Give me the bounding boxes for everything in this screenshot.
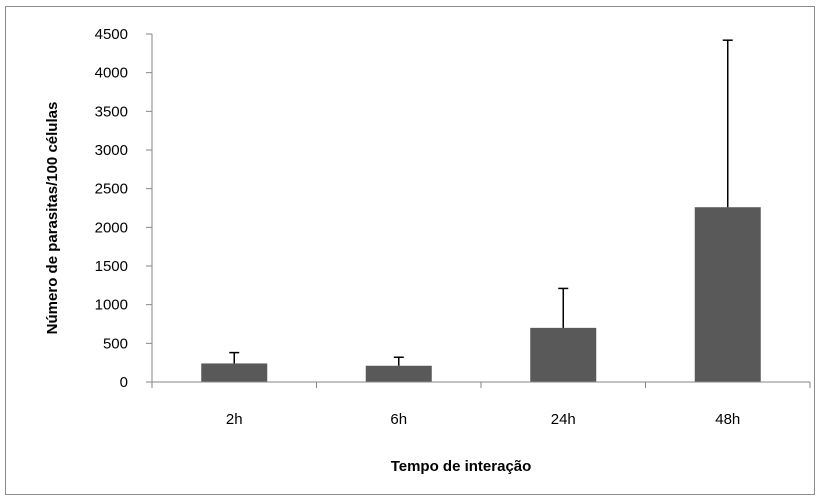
- bar-2h: [201, 363, 268, 382]
- bar-48h: [694, 207, 761, 382]
- x-tick-label: 6h: [390, 411, 407, 428]
- y-tick-label: 1500: [95, 258, 128, 275]
- chart-frame: [5, 6, 815, 495]
- y-tick-label: 2000: [95, 219, 128, 236]
- y-tick-label: 2500: [95, 181, 128, 198]
- y-tick-label: 500: [103, 335, 128, 352]
- y-tick-label: 4500: [95, 26, 128, 43]
- x-axis-title: Tempo de interação: [391, 458, 532, 475]
- error-bars: [229, 39, 733, 366]
- x-tick-label: 2h: [226, 411, 243, 428]
- x-tick-label: 48h: [715, 411, 740, 428]
- y-tick-label: 3000: [95, 142, 128, 159]
- y-tick-label: 1000: [95, 297, 128, 314]
- y-axis-title: Número de parasitas/100 células: [44, 102, 61, 335]
- bar-24h: [530, 327, 597, 382]
- bar-6h: [365, 365, 432, 382]
- y-tick-label: 4000: [95, 65, 128, 82]
- y-tick-label: 3500: [95, 103, 128, 120]
- x-axis-ticks: 2h 6h 24h 48h: [151, 382, 811, 428]
- y-tick-label: 0: [120, 374, 128, 391]
- x-tick-label: 24h: [551, 411, 576, 428]
- y-axis-ticks: 0 500 1000 1500 2000 2500 3000 3500 4000 4500: [95, 26, 152, 391]
- bars: [201, 207, 761, 382]
